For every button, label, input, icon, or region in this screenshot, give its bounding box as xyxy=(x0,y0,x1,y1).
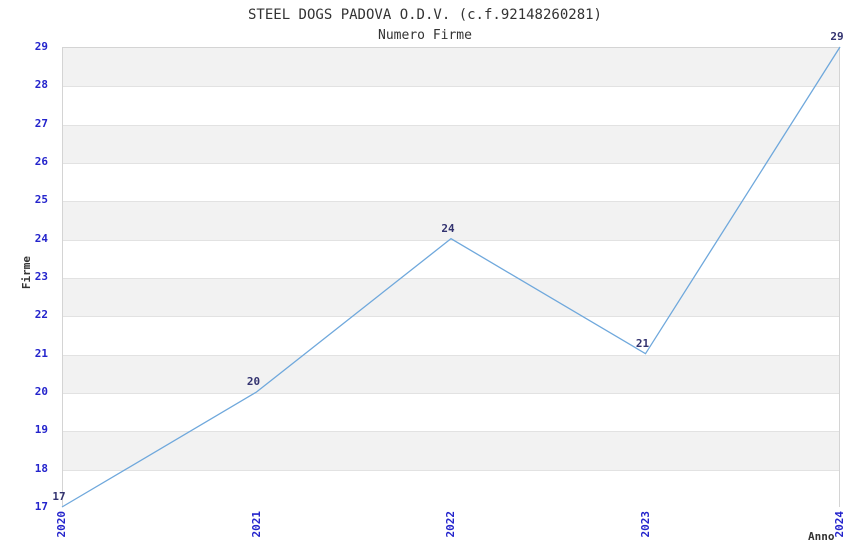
y-tick-label: 18 xyxy=(34,461,48,475)
gridline xyxy=(63,124,839,126)
plot-band xyxy=(63,316,839,355)
x-tick-label: 2024 xyxy=(833,511,846,538)
y-tick-label: 21 xyxy=(34,346,48,360)
y-tick-label: 25 xyxy=(34,193,48,207)
gridline xyxy=(63,393,839,394)
gridline xyxy=(63,239,839,241)
y-tick-label: 23 xyxy=(34,270,48,283)
y-tick-label: 22 xyxy=(34,308,48,322)
y-axis-label: Firme xyxy=(20,256,33,290)
gridline xyxy=(63,278,839,279)
y-tick-label: 28 xyxy=(34,78,48,92)
plot-band xyxy=(63,393,839,432)
plot-band xyxy=(63,48,839,87)
plot-band xyxy=(63,431,839,470)
plot-band xyxy=(63,354,839,393)
x-tick-label: 2022 xyxy=(444,511,457,538)
plot-band xyxy=(63,163,839,202)
data-point-label: 24 xyxy=(441,221,455,235)
plot-band xyxy=(63,469,839,508)
x-tick-label: 2023 xyxy=(638,511,652,538)
gridline xyxy=(63,201,839,203)
gridline xyxy=(63,316,839,318)
gridline xyxy=(63,469,839,471)
x-tick-label: 2020 xyxy=(55,511,68,538)
gridline xyxy=(63,431,839,433)
data-point-label: 29 xyxy=(830,30,844,43)
y-tick-label: 26 xyxy=(34,155,48,168)
y-tick-label: 20 xyxy=(34,385,48,398)
plot-band xyxy=(63,278,839,317)
plot-band xyxy=(63,239,839,278)
y-tick-label: 29 xyxy=(34,40,48,53)
data-point-label: 17 xyxy=(52,490,66,503)
gridline xyxy=(63,163,839,164)
x-tick-label: 2021 xyxy=(249,511,263,538)
data-point-label: 21 xyxy=(635,336,650,350)
x-axis-label: Anno xyxy=(808,530,835,543)
gridline xyxy=(63,354,839,356)
y-tick-label: 19 xyxy=(34,423,48,437)
data-point-label: 20 xyxy=(246,375,261,388)
plot-band xyxy=(63,124,839,163)
chart-subtitle: Numero Firme xyxy=(378,28,472,43)
y-tick-label: 24 xyxy=(34,231,48,245)
plot-band xyxy=(63,86,839,125)
y-tick-label: 17 xyxy=(34,500,48,513)
chart-title: STEEL DOGS PADOVA O.D.V. (c.f.9214826028… xyxy=(247,7,602,23)
gridline xyxy=(63,86,839,88)
plot-area xyxy=(62,47,840,508)
y-tick-label: 27 xyxy=(34,116,48,130)
